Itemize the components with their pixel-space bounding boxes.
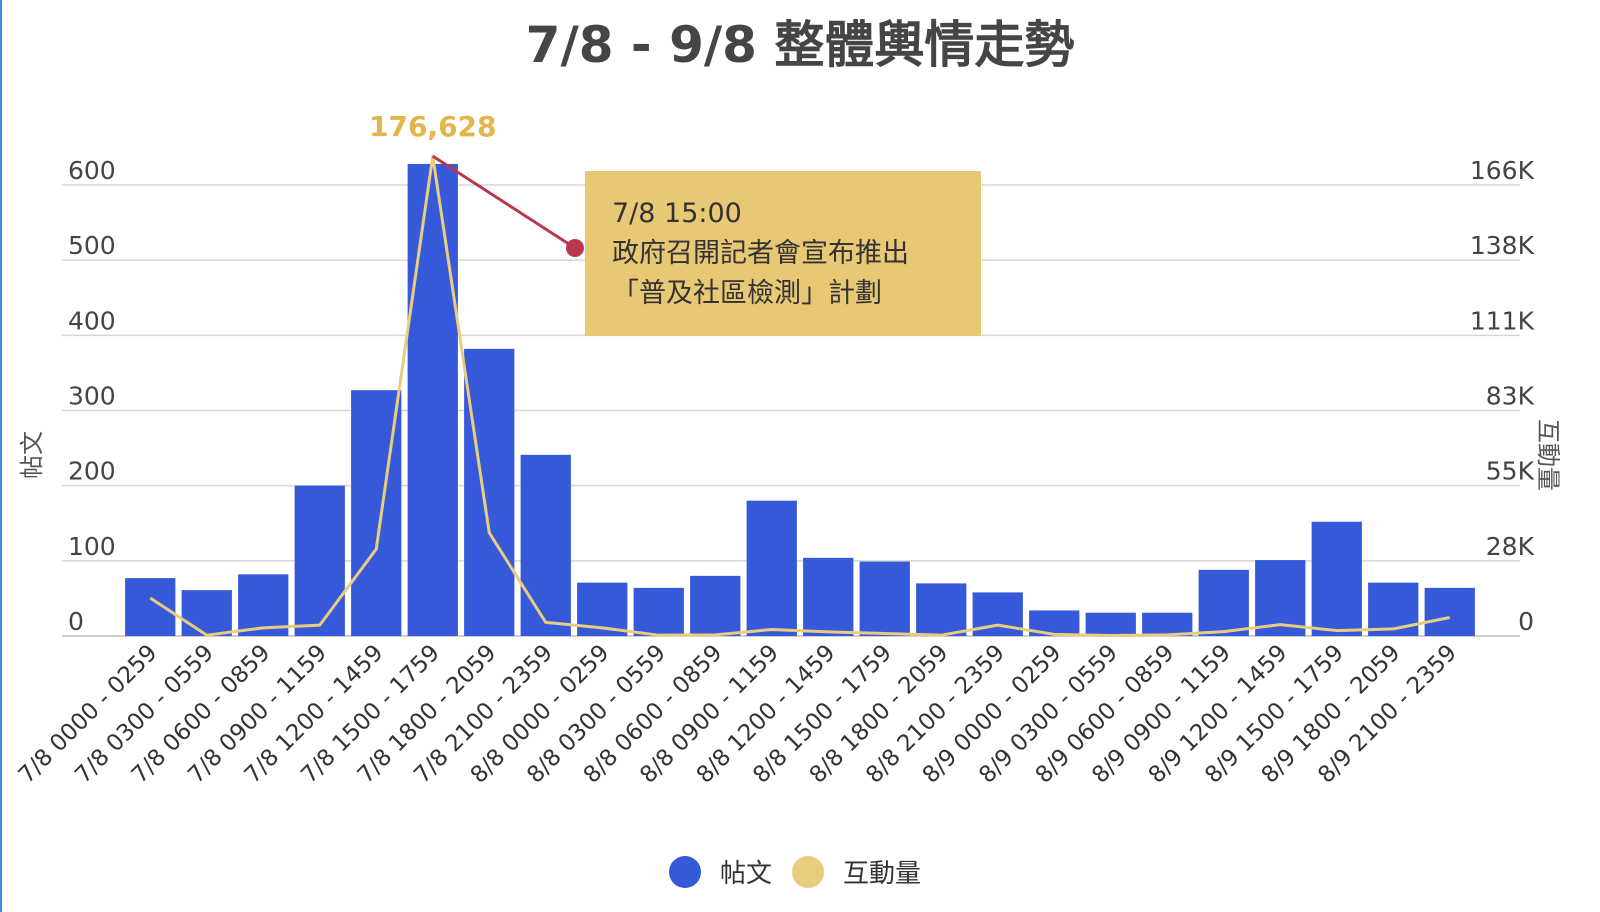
legend: 帖文 互動量 [669,856,921,889]
legend-swatch-posts [669,856,701,888]
bar [746,500,797,636]
left-tick-label: 600 [68,156,116,185]
left-tick-label: 400 [68,306,116,335]
right-tick-label: 138K [1470,231,1535,260]
bar [181,590,232,636]
left-axis-label: 帖文 [18,431,46,479]
bar [1368,582,1419,636]
bar [294,485,345,636]
right-tick-label: 55K [1486,457,1535,486]
peak-value-label: 176,628 [369,110,497,143]
annotation-line-2: 「普及社區檢測」計劃 [612,278,882,309]
right-tick-label: 28K [1486,532,1535,561]
left-tick-label: 100 [68,532,116,561]
right-tick-label: 83K [1486,382,1535,411]
bar [1424,587,1475,636]
legend-swatch-interactions [792,856,824,888]
bar [690,575,741,636]
bar [1198,569,1249,636]
left-tick-label: 300 [68,382,116,411]
left-tick-label: 500 [68,231,116,260]
right-tick-label: 0 [1518,607,1534,636]
bar [1142,612,1193,636]
right-axis-ticks: 0 28K 55K 83K 111K 138K 166K [1470,156,1535,636]
bar [859,561,910,636]
annotation-connector [431,154,576,250]
page-left-border [0,0,2,912]
bar [803,557,854,636]
annotation-line-1: 政府召開記者會宣布推出 [612,238,909,269]
bar [520,454,571,636]
left-axis-ticks: 0 100 200 300 400 500 600 [68,156,116,636]
line-series-interactions [149,154,1451,637]
right-axis-label: 互動量 [1534,419,1562,491]
annotation-time: 7/8 15:00 [612,198,742,229]
annotation-dot [566,239,584,257]
legend-label-posts: 帖文 [720,859,772,889]
bar-series-posts [125,163,1475,636]
left-tick-label: 200 [68,457,116,486]
bar [633,587,684,636]
bar [1085,612,1136,636]
right-tick-label: 111K [1470,306,1535,335]
bar [407,163,458,636]
chart-title: 7/8 - 9/8 整體輿情走勢 [526,16,1075,74]
bar [464,348,515,636]
bar [1311,521,1362,636]
right-tick-label: 166K [1470,156,1535,185]
annotation-box [585,171,981,336]
legend-label-interactions: 互動量 [843,859,921,889]
left-tick-label: 0 [68,607,84,636]
bar [916,583,967,636]
bar [125,578,176,636]
